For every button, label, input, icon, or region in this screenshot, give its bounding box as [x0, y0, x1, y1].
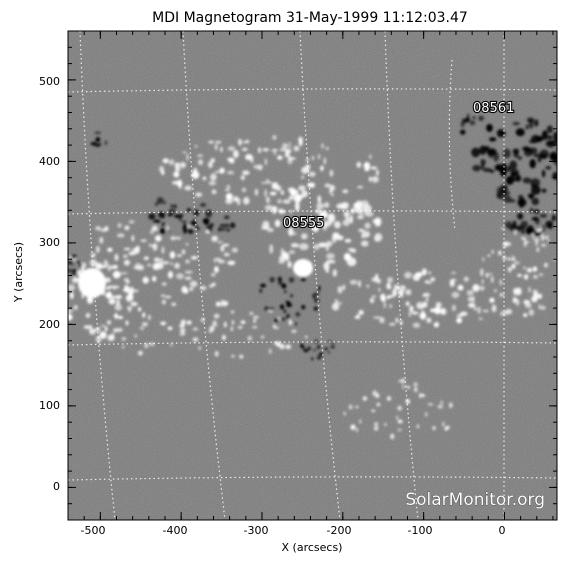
y-axis-label: Y (arcsecs)	[12, 242, 25, 303]
x-tick-label-2: -300	[244, 524, 269, 537]
y-tick-label-3: 300	[39, 236, 60, 249]
x-tick-label-3: -200	[327, 524, 352, 537]
heliographic-grid	[68, 31, 557, 520]
y-tick-label-1: 100	[39, 399, 60, 412]
figure-title: MDI Magnetogram 31-May-1999 11:12:03.47	[152, 10, 468, 26]
x-tick-label-4: -100	[408, 524, 433, 537]
y-tick-label-2: 200	[39, 318, 60, 331]
magnetogram-image	[68, 31, 557, 520]
y-tick-label-5: 500	[39, 75, 60, 88]
x-tick-label-1: -400	[163, 524, 188, 537]
y-tick-label-0: 0	[53, 480, 60, 493]
active-region-label-08555: 08555	[283, 216, 324, 231]
y-tick-label-4: 400	[39, 155, 60, 168]
solarmonitor-watermark: SolarMonitor.org	[405, 490, 545, 510]
active-region-label-08561: 08561	[473, 101, 514, 116]
x-tick-label-5: 0	[499, 524, 506, 537]
x-axis-label: X (arcsecs)	[282, 541, 343, 554]
x-axis-ticks	[67, 31, 554, 520]
x-tick-label-0: -500	[81, 524, 106, 537]
y-axis-ticks	[68, 30, 557, 521]
magnetic-features	[68, 113, 557, 440]
